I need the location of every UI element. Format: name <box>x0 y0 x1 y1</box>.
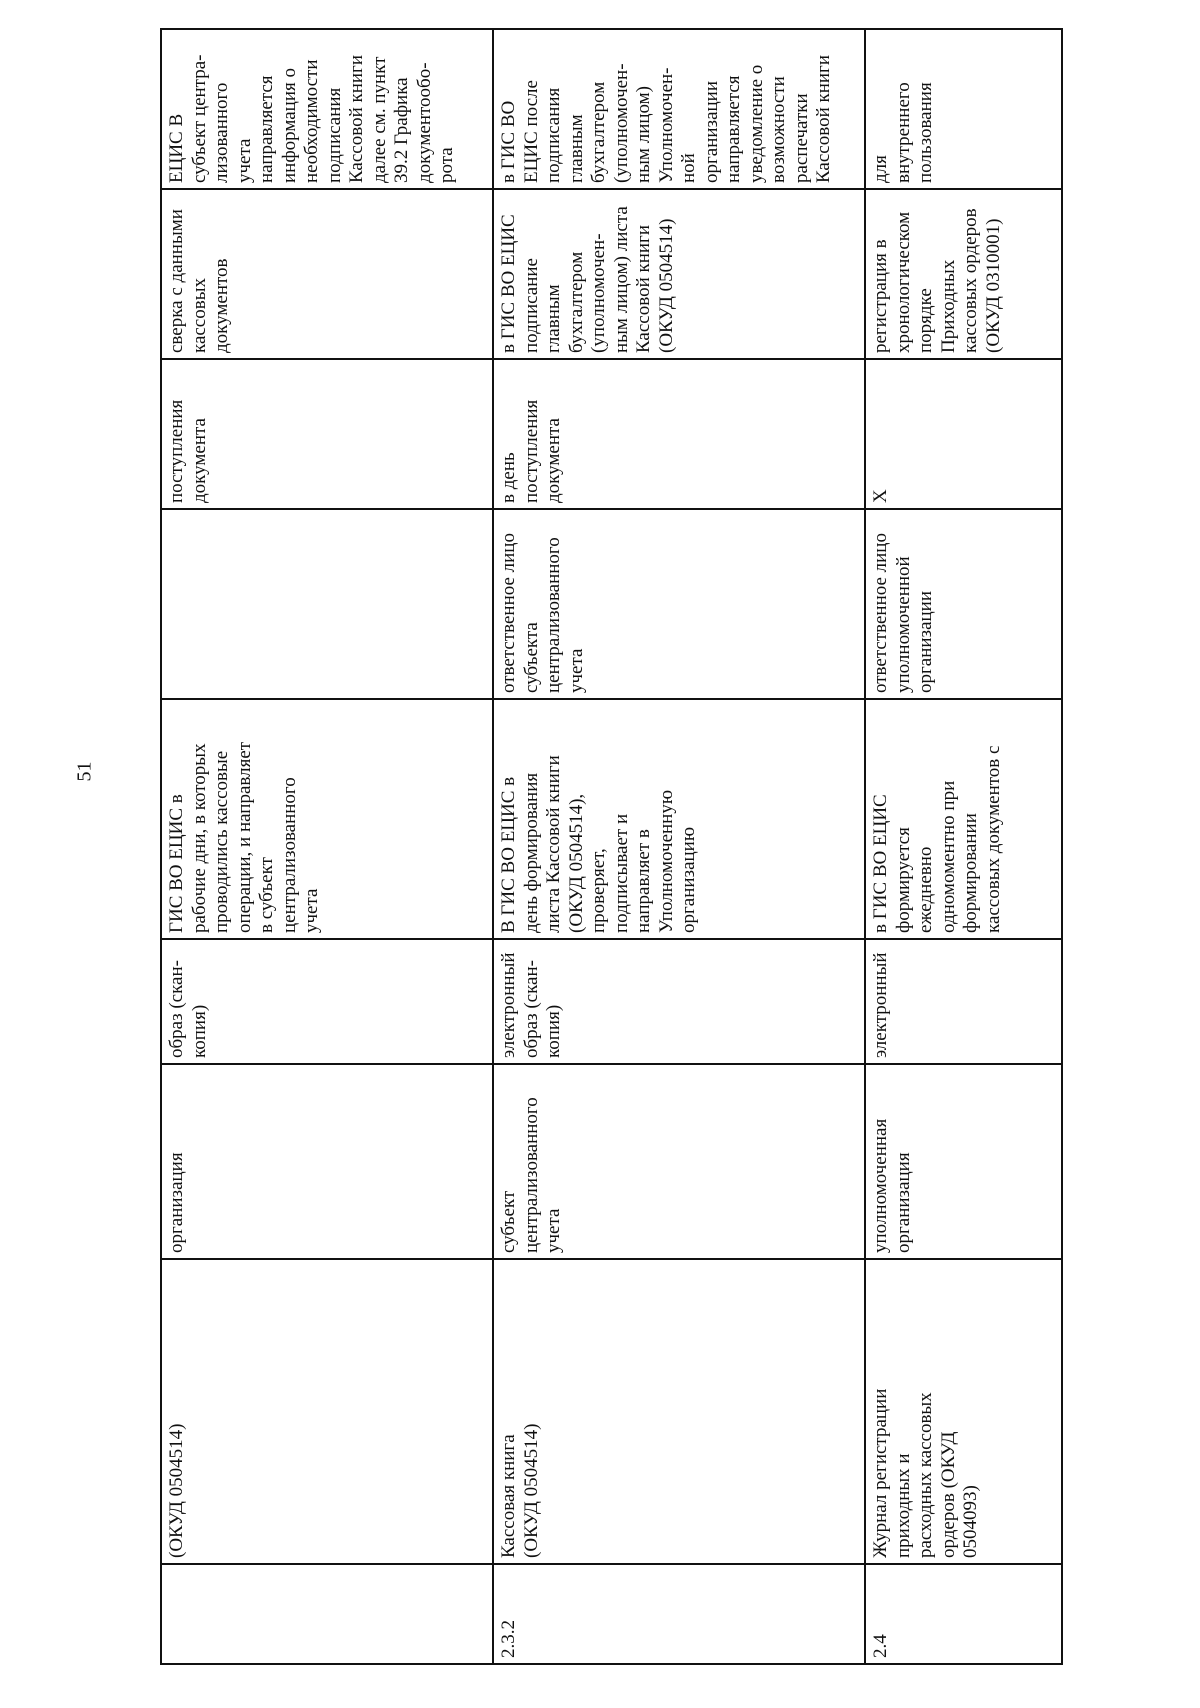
cell-timing: X <box>865 359 1062 509</box>
document-flow-table: (ОКУД 0504514) организация образ (скан- … <box>160 28 1063 1665</box>
table-row: 2.4 Журнал регистрации приходных и расхо… <box>865 29 1062 1664</box>
cell-description: в ГИС ВО ЕЦИС формируется ежедневно одно… <box>865 699 1062 939</box>
cell-description: ГИС ВО ЕЦИС в рабочие дни, в которых про… <box>161 699 493 939</box>
cell-form: электронный <box>865 939 1062 1064</box>
table-row: (ОКУД 0504514) организация образ (скан- … <box>161 29 493 1664</box>
table-row: 2.3.2 Кассовая книга (ОКУД 0504514) субъ… <box>493 29 865 1664</box>
cell-control: сверка с данными кассовых документов <box>161 189 493 359</box>
cell-number: 2.4 <box>865 1564 1062 1664</box>
cell-note: ЕЦИС В субъект центра- лизованного учета… <box>161 29 493 189</box>
cell-document-name: (ОКУД 0504514) <box>161 1259 493 1564</box>
cell-note: в ГИС ВО ЕЦИС после подписания главным б… <box>493 29 865 189</box>
cell-control: регистрация в хронологическом порядке Пр… <box>865 189 1062 359</box>
cell-responsible <box>161 509 493 699</box>
cell-description: В ГИС ВО ЕЦИС в день формирования листа … <box>493 699 865 939</box>
cell-party: организация <box>161 1064 493 1259</box>
cell-number <box>161 1564 493 1664</box>
cell-timing: в день поступления документа <box>493 359 865 509</box>
cell-party: субъект централизованного учета <box>493 1064 865 1259</box>
cell-control: в ГИС ВО ЕЦИС подписание главным бухгалт… <box>493 189 865 359</box>
cell-responsible: ответственное лицо уполномоченной органи… <box>865 509 1062 699</box>
cell-form: образ (скан- копия) <box>161 939 493 1064</box>
cell-party: уполномоченная организация <box>865 1064 1062 1259</box>
cell-number: 2.3.2 <box>493 1564 865 1664</box>
page-number: 51 <box>73 761 96 782</box>
cell-responsible: ответственное лицо субъекта централизова… <box>493 509 865 699</box>
document-table-rotated: (ОКУД 0504514) организация образ (скан- … <box>160 28 1063 1665</box>
cell-form: электронный образ (скан- копия) <box>493 939 865 1064</box>
cell-document-name: Кассовая книга (ОКУД 0504514) <box>493 1259 865 1564</box>
cell-timing: поступления документа <box>161 359 493 509</box>
cell-note: для внутреннего пользования <box>865 29 1062 189</box>
cell-document-name: Журнал регистрации приходных и расходных… <box>865 1259 1062 1564</box>
